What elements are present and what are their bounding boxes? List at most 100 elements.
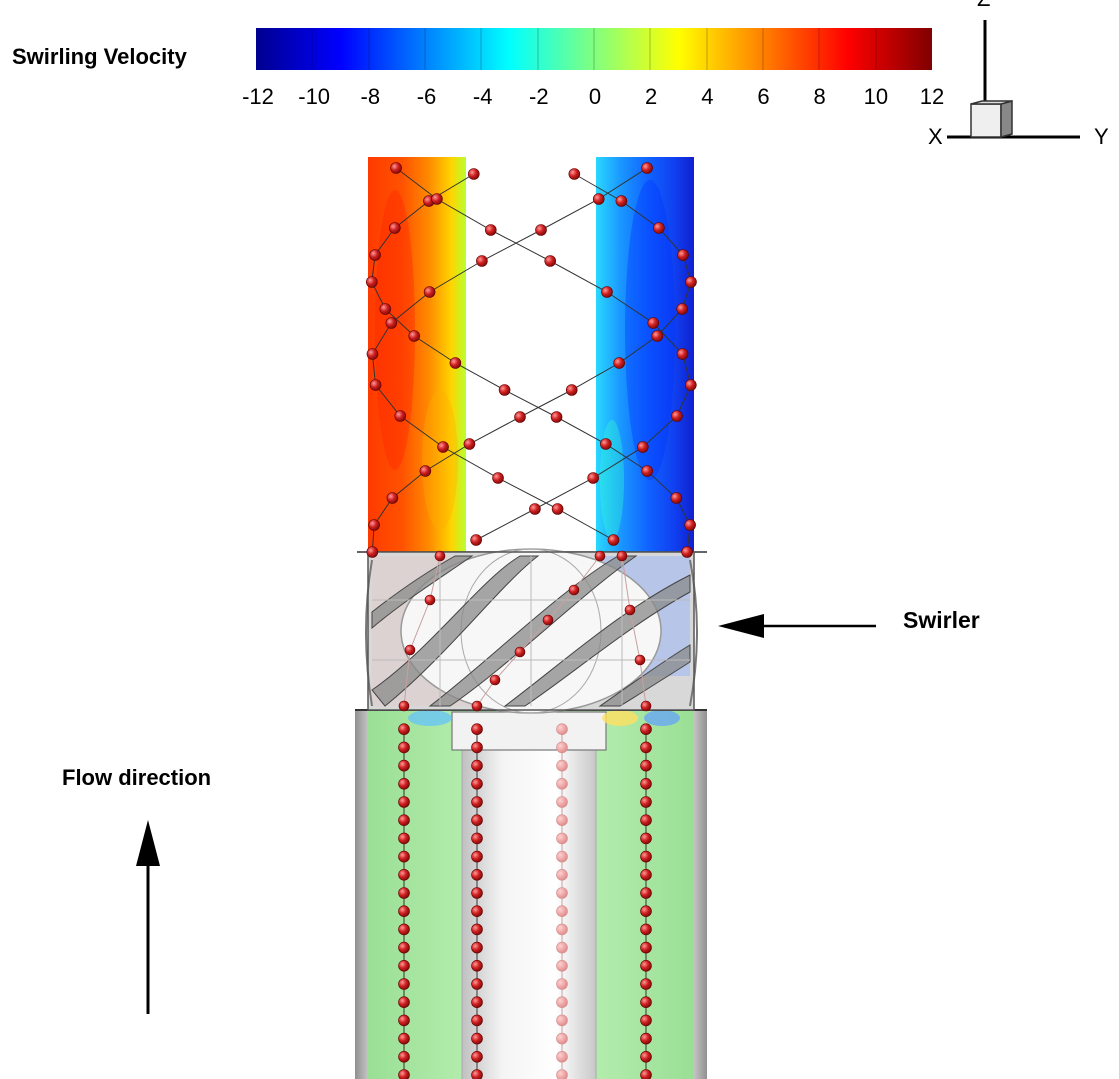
particle: [640, 796, 652, 808]
particle: [556, 868, 568, 881]
particle: [408, 330, 420, 342]
colorbar-tick-label: -2: [529, 84, 549, 109]
particle: [476, 255, 488, 267]
particle: [641, 465, 654, 477]
inlet-core: [462, 740, 596, 1079]
particle: [651, 330, 664, 342]
particle-path: [621, 555, 647, 707]
particle: [437, 441, 449, 453]
particle: [613, 357, 625, 369]
particle: [556, 1051, 568, 1063]
particle: [489, 674, 501, 686]
particle: [379, 303, 392, 315]
particle: [471, 887, 483, 899]
colorbar-gradient: [256, 28, 932, 70]
left-velocity-band: [368, 157, 466, 552]
particle: [600, 438, 612, 450]
particle: [498, 384, 511, 396]
particle: [550, 411, 563, 423]
particle: [685, 379, 697, 391]
particle: [471, 978, 483, 990]
colorbar-tick-label: 6: [757, 84, 770, 109]
particle: [398, 700, 410, 712]
particle: [471, 1014, 483, 1027]
particle: [434, 550, 446, 562]
particle: [640, 814, 652, 827]
axis-triad: [947, 20, 1080, 139]
particle: [681, 546, 693, 558]
particle: [398, 1051, 410, 1063]
particle: [431, 193, 443, 205]
particle: [471, 832, 483, 845]
particle: [565, 384, 578, 396]
particle: [471, 723, 483, 736]
particle-path: [403, 555, 441, 707]
colorbar-tick-label: 0: [588, 84, 602, 109]
particle: [398, 959, 410, 972]
colorbar-tick-label: -10: [298, 84, 331, 109]
particle: [640, 850, 652, 863]
colorbar-tick-label: -12: [242, 84, 274, 109]
particle: [366, 546, 379, 558]
colorbar-tick-label: -4: [472, 84, 493, 109]
legend-title: Swirling Velocity: [12, 44, 187, 69]
particle: [677, 249, 689, 261]
particle: [389, 222, 401, 234]
particle: [369, 379, 382, 391]
particle: [398, 978, 410, 990]
particle: [685, 276, 697, 288]
colorbar-tick-label: -8: [360, 84, 381, 109]
particle: [398, 941, 410, 954]
particle: [385, 317, 398, 329]
particle: [471, 850, 483, 863]
particle: [670, 492, 683, 504]
particle: [471, 814, 483, 827]
particle: [514, 646, 526, 658]
particle: [616, 550, 628, 562]
particle: [640, 1032, 652, 1045]
particle: [471, 1032, 483, 1045]
orientation-cube: [970, 100, 1013, 138]
colorbar-dividers: [311, 28, 877, 70]
particle: [556, 796, 568, 808]
particle: [398, 1032, 410, 1045]
particle: [615, 195, 628, 207]
particle: [398, 814, 410, 827]
particle: [514, 411, 526, 423]
particle: [640, 1014, 652, 1027]
particle: [398, 741, 410, 754]
colorbar-tick-label: 12: [919, 84, 945, 109]
particle: [676, 348, 689, 360]
particle: [640, 941, 652, 954]
particle: [647, 317, 660, 329]
particle: [556, 1032, 568, 1045]
particle: [471, 796, 483, 808]
particle: [471, 777, 483, 790]
particle: [424, 594, 436, 606]
particle: [624, 604, 636, 616]
particle: [404, 644, 416, 656]
particle: [423, 286, 436, 298]
particle: [641, 162, 653, 174]
colorbar: [256, 28, 932, 70]
particle: [398, 777, 410, 790]
particle: [419, 465, 432, 477]
particle: [556, 814, 568, 827]
particle: [568, 584, 580, 596]
particle: [640, 905, 652, 918]
particle: [640, 741, 652, 754]
particle: [640, 1069, 652, 1079]
colorbar-tick-label: 8: [813, 84, 826, 109]
particle: [471, 741, 483, 754]
particle: [542, 614, 554, 626]
flow-direction-label: Flow direction: [62, 765, 212, 790]
particle: [671, 410, 683, 422]
particle: [556, 923, 568, 936]
particle: [640, 832, 652, 845]
particle-tracks: [365, 162, 697, 1079]
particle: [467, 168, 480, 180]
particle: [634, 654, 646, 666]
particle: [640, 887, 652, 899]
particle: [544, 255, 557, 267]
particle: [398, 796, 410, 808]
